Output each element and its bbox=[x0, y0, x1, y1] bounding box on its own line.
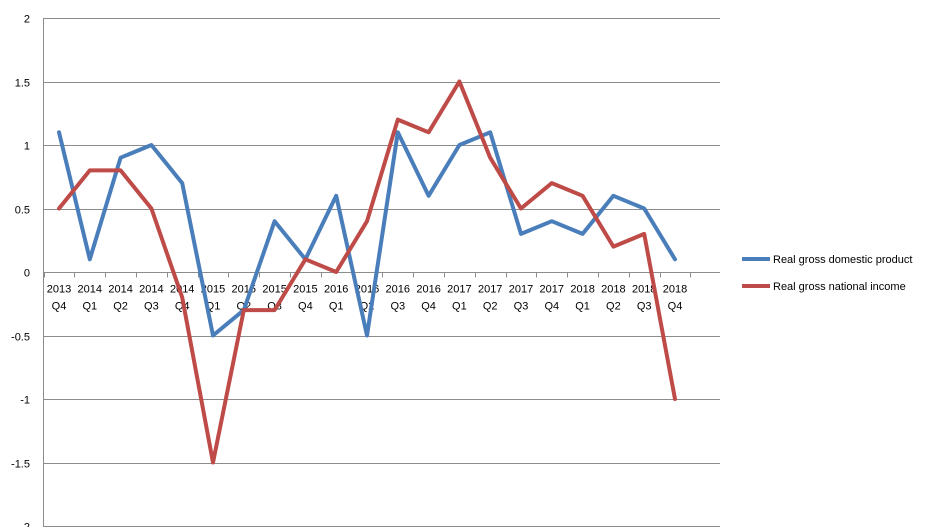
x-tick-label-quarter: Q3 bbox=[390, 301, 405, 313]
y-tick-label: -2 bbox=[20, 522, 30, 527]
x-tick-label-quarter: Q4 bbox=[52, 301, 67, 313]
x-tick-label-quarter: Q1 bbox=[82, 301, 97, 313]
x-tick-label-year: 2016 bbox=[386, 284, 410, 296]
x-tick-label-year: 2015 bbox=[262, 284, 286, 296]
x-tick-label-quarter: Q3 bbox=[637, 301, 652, 313]
series-line-1 bbox=[57, 130, 677, 338]
x-tick-label-year: 2016 bbox=[416, 284, 440, 296]
x-tick-label-year: 2015 bbox=[293, 284, 317, 296]
x-tick-label-year: 2018 bbox=[570, 284, 594, 296]
y-tick-label: 0.5 bbox=[15, 205, 30, 217]
x-tick-label-quarter: Q4 bbox=[421, 301, 436, 313]
x-tick-label-year: 2014 bbox=[139, 284, 163, 296]
x-tick-label-quarter: Q4 bbox=[668, 301, 683, 313]
legend-label: Real gross national income bbox=[773, 281, 906, 293]
y-tick-label: -1.5 bbox=[11, 459, 30, 471]
x-tick-label-quarter: Q2 bbox=[113, 301, 128, 313]
x-tick-label-quarter: Q1 bbox=[575, 301, 590, 313]
y-tick-label: 1.5 bbox=[15, 78, 30, 90]
series-line-2 bbox=[57, 79, 677, 465]
y-tick-label: -0.5 bbox=[11, 332, 30, 344]
y-tick-label: -1 bbox=[20, 395, 30, 407]
x-axis: 2013 Q4 2014 Q1 2014 Q2 2014 Q3 2014 Q4 2015 Q1 2015… bbox=[43, 272, 720, 313]
x-tick-label-year: 2016 bbox=[324, 284, 348, 296]
x-tick-label-quarter: Q1 bbox=[329, 301, 344, 313]
x-tick-label-year: 2017 bbox=[509, 284, 533, 296]
x-tick-label-quarter: Q4 bbox=[544, 301, 559, 313]
y-tick-label: 2 bbox=[24, 14, 30, 26]
x-tick-label-year: 2014 bbox=[170, 284, 194, 296]
legend: Real gross domestic product Real gross na… bbox=[742, 254, 912, 293]
x-tick-label-year: 2014 bbox=[78, 284, 102, 296]
x-tick-label-year: 2014 bbox=[108, 284, 132, 296]
x-tick-label-quarter: Q3 bbox=[144, 301, 159, 313]
gridlines bbox=[43, 18, 720, 527]
x-tick-label-quarter: Q4 bbox=[298, 301, 313, 313]
x-tick-label-quarter: Q3 bbox=[514, 301, 529, 313]
y-tick-label: 0 bbox=[24, 268, 30, 280]
y-axis: 2 1.5 1 0.5 0 -0.5 -1 -1.5 -2 bbox=[11, 14, 44, 527]
x-tick-label-quarter: Q2 bbox=[606, 301, 621, 313]
x-tick-label-year: 2017 bbox=[447, 284, 471, 296]
legend-label: Real gross domestic product bbox=[773, 254, 912, 266]
x-tick-label-year: 2018 bbox=[663, 284, 687, 296]
series-lines bbox=[57, 79, 677, 465]
x-tick-label-quarter: Q2 bbox=[483, 301, 498, 313]
x-tick-label-year: 2017 bbox=[540, 284, 564, 296]
x-tick-label-year: 2013 bbox=[47, 284, 71, 296]
x-tick-label-year: 2018 bbox=[632, 284, 656, 296]
y-tick-label: 1 bbox=[24, 141, 30, 153]
x-tick-label-year: 2017 bbox=[478, 284, 502, 296]
x-tick-label-year: 2015 bbox=[201, 284, 225, 296]
x-tick-label-year: 2018 bbox=[601, 284, 625, 296]
x-tick-label-quarter: Q1 bbox=[452, 301, 467, 313]
